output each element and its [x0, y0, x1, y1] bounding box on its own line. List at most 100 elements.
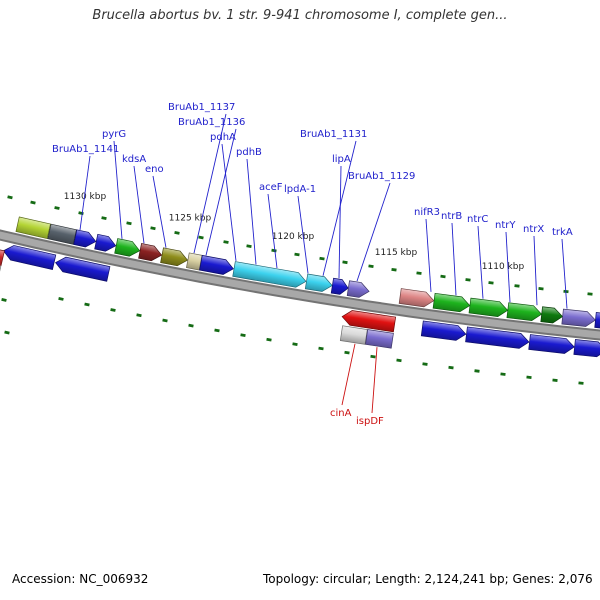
label-leader-line [193, 113, 227, 254]
position-tick [500, 372, 506, 376]
position-tick [578, 381, 584, 385]
position-tick [587, 292, 593, 296]
gene-arrow[interactable] [232, 261, 307, 289]
position-tick [319, 256, 325, 261]
gene-label[interactable]: eno [145, 164, 164, 175]
gene-label[interactable]: BruAb1_1141 [52, 144, 119, 155]
gene-arrow[interactable] [304, 273, 333, 293]
gene-arrow[interactable] [339, 325, 368, 345]
position-tick [188, 323, 194, 328]
label-leader-line [533, 235, 538, 306]
position-tick [342, 260, 348, 265]
label-leader-line [133, 165, 145, 244]
position-tick [391, 267, 397, 272]
gene-label[interactable]: kdsA [122, 154, 146, 165]
gene-arrow[interactable] [528, 334, 575, 355]
label-leader-line [338, 165, 342, 279]
gene-arrow[interactable] [114, 238, 142, 259]
gene-arrow[interactable] [94, 233, 118, 253]
position-tick [30, 200, 36, 205]
position-tick [294, 252, 300, 257]
gene-arrow[interactable] [341, 309, 397, 333]
position-tick [126, 221, 132, 226]
gene-label[interactable]: cinA [330, 408, 352, 419]
gene-arrow[interactable] [540, 306, 564, 324]
gene-label[interactable]: aceF [259, 182, 283, 193]
position-tick [370, 354, 376, 359]
gene-arrow[interactable] [160, 247, 189, 268]
gene-label[interactable]: BruAb1_1137 [168, 102, 235, 113]
gene-label[interactable]: lpdA-1 [284, 184, 316, 195]
gene-arrow[interactable] [0, 246, 5, 266]
topology-label: Topology: circular; Length: 2,124,241 bp… [263, 572, 593, 586]
position-tick [344, 350, 350, 355]
gene-label[interactable]: nifR3 [414, 207, 440, 218]
label-leader-line [322, 140, 357, 276]
gene-label[interactable]: BruAb1_1136 [178, 117, 245, 128]
gene-arrow[interactable] [573, 339, 600, 358]
gene-label[interactable]: ispDF [356, 416, 384, 427]
gene-label[interactable]: BruAb1_1129 [348, 171, 415, 182]
position-tick [368, 264, 374, 269]
gene-arrow[interactable] [594, 312, 600, 329]
genome-backbone-inner [0, 231, 600, 339]
position-tick [538, 287, 544, 291]
gene-arrow[interactable] [465, 326, 530, 350]
gene-arrow[interactable] [365, 329, 394, 349]
label-leader-line [152, 175, 167, 248]
position-tick [110, 308, 116, 312]
gene-label[interactable]: BruAb1_1131 [300, 129, 367, 140]
gene-label[interactable]: trkA [552, 227, 573, 238]
gene-arrow[interactable] [420, 320, 467, 342]
position-tick [1, 297, 7, 302]
position-tick [474, 369, 480, 373]
gene-arrow[interactable] [138, 243, 164, 262]
label-leader-line [267, 193, 278, 269]
gene-arrow[interactable] [186, 252, 203, 271]
position-tick [396, 358, 402, 363]
scale-label: 1110 kbp [482, 262, 525, 272]
position-tick [78, 211, 84, 216]
label-leader-line [221, 143, 237, 261]
gene-arrow[interactable] [2, 243, 57, 271]
label-leader-line [205, 128, 237, 256]
position-tick [266, 337, 272, 342]
gene-arrow[interactable] [73, 229, 98, 249]
scale-label: 1125 kbp [169, 213, 212, 223]
gene-arrow[interactable] [47, 223, 77, 245]
position-tick [422, 362, 428, 366]
gene-label[interactable]: ntrB [441, 211, 462, 222]
position-tick [223, 240, 229, 244]
gene-arrow[interactable] [506, 302, 543, 322]
label-leader-line [505, 231, 511, 303]
position-tick [240, 333, 246, 338]
gene-arrow[interactable] [468, 297, 509, 318]
position-tick [514, 284, 520, 288]
position-tick [440, 274, 446, 279]
gene-label[interactable]: pyrG [102, 129, 126, 140]
figure-title: Brucella abortus bv. 1 str. 9-941 chromo… [92, 8, 508, 23]
scale-label: 1115 kbp [375, 248, 418, 258]
position-tick [136, 313, 142, 318]
gene-label[interactable]: ntrX [523, 224, 544, 235]
label-leader-line [79, 155, 91, 231]
position-tick [58, 296, 64, 301]
gene-arrow[interactable] [330, 277, 349, 295]
gene-arrow[interactable] [15, 216, 51, 240]
gene-arrow[interactable] [346, 280, 370, 299]
gene-label[interactable]: pdhA [210, 132, 236, 143]
gene-label[interactable]: ntrC [467, 214, 488, 225]
gene-label[interactable]: pdhB [236, 147, 262, 158]
label-leader-line [341, 343, 356, 406]
gene-arrow[interactable] [561, 308, 596, 327]
gene-label[interactable]: lipA [332, 154, 351, 165]
gene-arrow[interactable] [398, 288, 435, 309]
gene-arrow[interactable] [54, 255, 111, 282]
gene-arrow[interactable] [199, 254, 235, 276]
position-tick [150, 226, 156, 231]
position-tick [198, 235, 204, 240]
gene-arrow[interactable] [432, 292, 471, 313]
gene-label[interactable]: ntrY [495, 220, 516, 231]
position-tick [448, 365, 454, 370]
